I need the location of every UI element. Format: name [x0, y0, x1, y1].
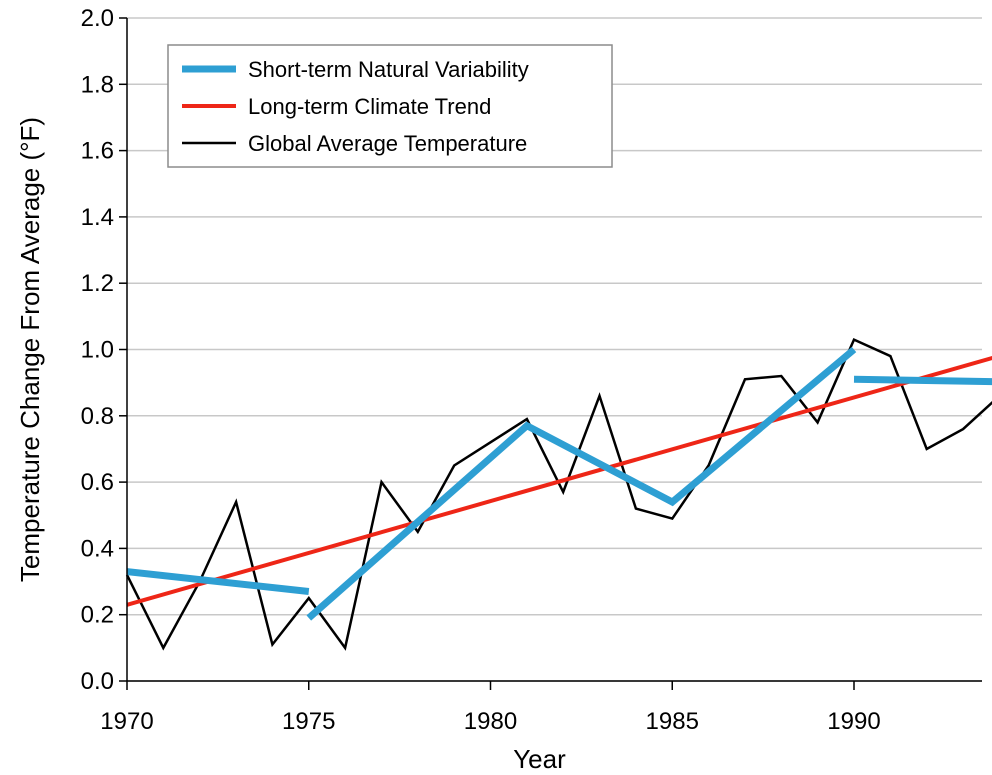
- axes: [119, 17, 982, 690]
- y-tick-label: 0.4: [81, 535, 114, 562]
- y-tick-label: 1.4: [81, 204, 114, 231]
- series-lines: [125, 337, 992, 651]
- y-tick-label: 2.0: [81, 5, 114, 32]
- series-line-long-term-climate-trend: [126, 356, 992, 607]
- y-tick-label: 0.6: [81, 469, 114, 496]
- y-tick-label: 0.8: [81, 403, 114, 430]
- series-line-short-term-natural-variability: [306, 346, 857, 621]
- y-tick-label: 0.2: [81, 602, 114, 629]
- legend-label: Short-term Natural Variability: [248, 57, 529, 82]
- x-tick-label: 1980: [464, 708, 517, 735]
- series-line-short-term-natural-variability: [126, 568, 310, 595]
- y-tick-label: 1.2: [81, 270, 114, 297]
- series-line-short-term-natural-variability: [853, 375, 992, 386]
- legend: Short-term Natural Variability Long-term …: [167, 44, 613, 168]
- x-tick-label: 1975: [282, 708, 335, 735]
- series-line-global-average-temperature: [125, 337, 992, 651]
- y-tick-label: 1.8: [81, 71, 114, 98]
- legend-label: Long-term Climate Trend: [248, 94, 491, 119]
- y-tick-label: 1.6: [81, 138, 114, 165]
- tick-labels: 0.0 0.2 0.4 0.6 0.8 1.0 1.2 1.4 1.6 1.8 2.0 1970 197…: [81, 5, 881, 735]
- y-axis-title: Temperature Change From Average (°F): [15, 117, 45, 582]
- legend-label: Global Average Temperature: [248, 131, 527, 156]
- x-tick-label: 1990: [827, 708, 880, 735]
- x-tick-label: 1970: [100, 708, 153, 735]
- legend-box: [167, 44, 613, 168]
- x-tick-label: 1985: [646, 708, 699, 735]
- y-tick-label: 1.0: [81, 337, 114, 364]
- y-tick-label: 0.0: [81, 668, 114, 695]
- x-axis-title: Year: [513, 744, 566, 774]
